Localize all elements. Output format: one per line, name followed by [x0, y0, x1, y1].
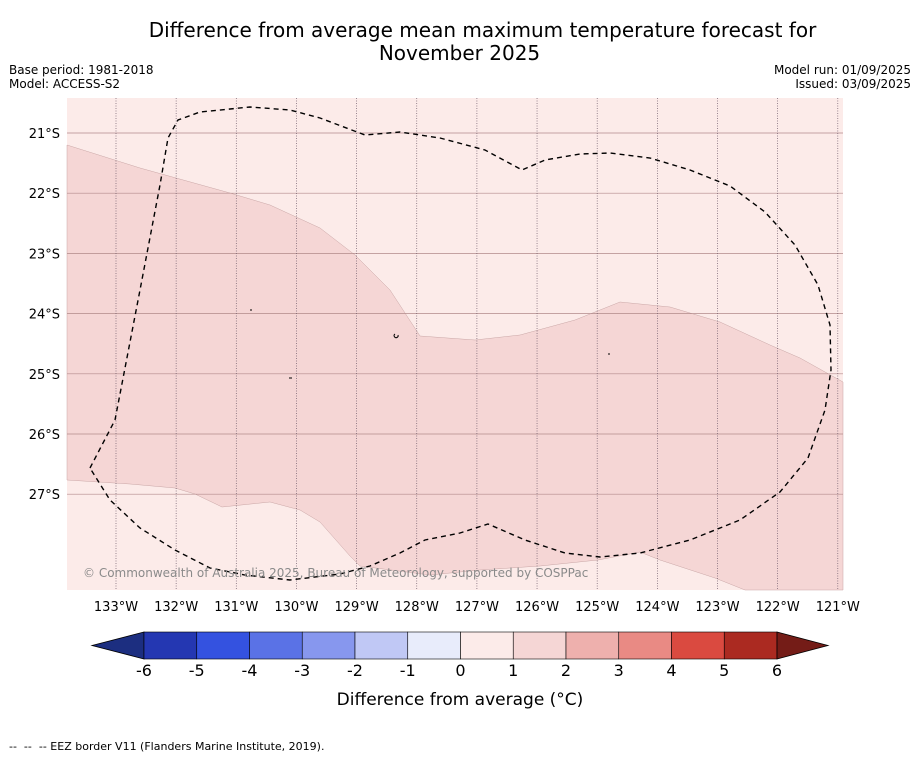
longitude-label: 132°W [154, 600, 198, 615]
colorbar-segment [354, 631, 409, 660]
longitude-label: 126°W [515, 600, 559, 615]
colorbar-segment [301, 631, 356, 660]
colorbar-tick-label: 4 [666, 661, 676, 680]
model-info: Base period: 1981-2018 Model: ACCESS-S2 [9, 63, 154, 91]
colorbar-segment [671, 631, 725, 660]
longitude-labels: 133°W 132°W 131°W 130°W 129°W 128°W 127°W 126°W… [94, 600, 860, 615]
latitude-label: 27°S [29, 488, 60, 503]
colorbar-segment [196, 631, 250, 660]
colorbar-segment [143, 631, 198, 660]
colorbar [90, 631, 830, 660]
colorbar-tick-label: 3 [614, 661, 624, 680]
colorbar-segment [618, 631, 672, 660]
colorbar-segment [512, 631, 567, 660]
colorbar-segment [249, 631, 303, 660]
colorbar-tick-label: -3 [294, 661, 310, 680]
colorbar-tick-label: 6 [772, 661, 782, 680]
longitude-label: 131°W [214, 600, 258, 615]
longitude-label: 133°W [94, 600, 138, 615]
colorbar-tick-label: -5 [189, 661, 205, 680]
longitude-label: 121°W [816, 600, 860, 615]
colorbar-tick-label: -2 [347, 661, 363, 680]
island-mark [393, 333, 399, 339]
title-line-2: November 2025 [378, 41, 541, 65]
colorbar-segment [565, 631, 620, 660]
longitude-label: 127°W [455, 600, 499, 615]
latitude-labels: 21°S 22°S 23°S 24°S 25°S 26°S 27°S [29, 127, 60, 503]
latitude-label: 21°S [29, 127, 60, 142]
colorbar-extend-low [90, 631, 145, 660]
colorbar-tick-label: 1 [508, 661, 518, 680]
colorbar-tick-label: -4 [242, 661, 258, 680]
colorbar-segment [407, 631, 461, 660]
title-line-1: Difference from average mean maximum tem… [148, 18, 817, 42]
model-run-date: Model run: 01/09/2025 [773, 63, 911, 77]
run-info: Model run: 01/09/2025 Issued: 03/09/2025 [774, 63, 911, 91]
colorbar-segment [460, 631, 514, 660]
longitude-label: 122°W [756, 600, 800, 615]
longitude-label: 125°W [575, 600, 619, 615]
legend-footnote: -- -- -- EEZ border V11 (Flanders Marine… [9, 740, 325, 753]
latitude-gridlines [67, 132, 843, 495]
latitude-label: 25°S [29, 368, 60, 383]
colorbar-extend-high [776, 631, 830, 660]
latitude-label: 22°S [29, 187, 60, 202]
colorbar-tick-label: -6 [136, 661, 152, 680]
colorbar-tick-label: 2 [561, 661, 571, 680]
colorbar-segment [723, 631, 778, 660]
longitude-label: 129°W [335, 600, 379, 615]
colorbar-tick-label: 0 [455, 661, 465, 680]
issued-date: Issued: 03/09/2025 [795, 77, 911, 91]
longitude-label: 123°W [695, 600, 739, 615]
island-marks [250, 309, 610, 379]
colorbar-tick-label: -1 [400, 661, 416, 680]
latitude-label: 26°S [29, 428, 60, 443]
base-period: Base period: 1981-2018 [9, 63, 154, 77]
latitude-label: 24°S [29, 308, 60, 323]
colorbar-label: Difference from average (°C) [337, 690, 584, 710]
longitude-gridlines [115, 98, 839, 590]
longitude-label: 128°W [395, 600, 439, 615]
anomaly-region-1-to-2 [66, 144, 844, 591]
colorbar-tick-label: 5 [719, 661, 729, 680]
longitude-label: 124°W [635, 600, 679, 615]
latitude-label: 23°S [29, 247, 60, 262]
model-name: Model: ACCESS-S2 [9, 77, 121, 91]
copyright-text: © Commonwealth of Australia 2025, Bureau… [83, 566, 588, 580]
map-title: Difference from average mean maximum tem… [0, 19, 919, 65]
eez-border [89, 106, 832, 581]
longitude-label: 130°W [274, 600, 318, 615]
colorbar-tick-labels: -6 -5 -4 -3 -2 -1 0 1 2 3 4 5 6 [136, 661, 782, 680]
